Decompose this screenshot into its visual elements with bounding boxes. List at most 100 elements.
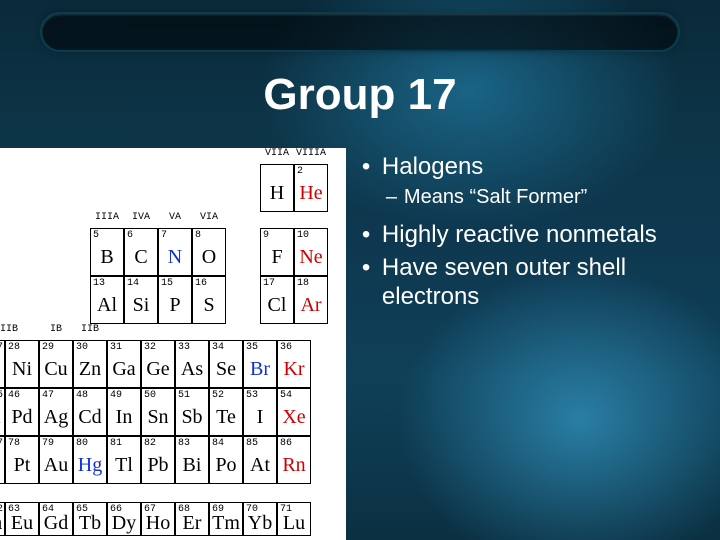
element-symbol: In xyxy=(108,406,140,429)
atomic-number: 33 xyxy=(178,342,190,353)
group-header xyxy=(226,148,260,164)
atomic-number: 54 xyxy=(280,390,292,401)
group-header: VA xyxy=(158,212,192,228)
element-cell: 48Cd xyxy=(73,388,107,436)
element-cell: 67Ho xyxy=(141,502,175,536)
atomic-number: 7 xyxy=(161,230,167,241)
element-cell: 66Dy xyxy=(107,502,141,536)
group-header xyxy=(56,212,90,228)
group-header xyxy=(0,212,22,228)
bullet-level1: Highly reactive nonmetals xyxy=(360,220,706,249)
element-symbol: Tm xyxy=(210,512,242,535)
element-symbol: Ni xyxy=(6,358,38,381)
atomic-number: 13 xyxy=(93,278,105,289)
element-symbol: Cd xyxy=(74,406,106,429)
atomic-number: 49 xyxy=(110,390,122,401)
element-symbol: Tb xyxy=(74,512,106,535)
atomic-number: 29 xyxy=(42,342,54,353)
element-symbol: Ge xyxy=(142,358,174,381)
group-header xyxy=(107,324,141,340)
element-symbol: Yb xyxy=(244,512,276,535)
element-symbol: S xyxy=(193,294,225,317)
group-header xyxy=(124,148,158,164)
element-symbol: B xyxy=(91,246,123,269)
group-header xyxy=(226,212,260,228)
element-cell: 33 As xyxy=(175,340,209,388)
element-symbol: Bi xyxy=(176,454,208,477)
element-cell: 31Ga xyxy=(107,340,141,388)
atomic-number: 35 xyxy=(246,342,258,353)
atomic-number: 2 xyxy=(297,166,303,177)
atomic-number: 79 xyxy=(42,438,54,449)
atomic-number: 84 xyxy=(212,438,224,449)
group-header: IB xyxy=(39,324,73,340)
element-symbol: Gd xyxy=(40,512,72,535)
atomic-number: 16 xyxy=(195,278,207,289)
element-symbol: Hg xyxy=(74,454,106,477)
atomic-number: 78 xyxy=(8,438,20,449)
atomic-number: 6 xyxy=(127,230,133,241)
bullet-level1: Have seven outer shell electrons xyxy=(360,253,706,312)
element-symbol: Dy xyxy=(108,512,140,535)
element-symbol: Ar xyxy=(295,294,327,317)
element-symbol: Er xyxy=(176,512,208,535)
atomic-number: 85 xyxy=(246,438,258,449)
bullet-level2: Means “Salt Former” xyxy=(360,185,706,209)
element-symbol: Sb xyxy=(176,406,208,429)
group-header xyxy=(22,148,56,164)
element-cell: 14Si xyxy=(124,276,158,324)
element-symbol: Te xyxy=(210,406,242,429)
element-cell: 9F xyxy=(260,228,294,276)
element-symbol: H xyxy=(261,182,293,205)
group-header xyxy=(294,212,328,228)
element-cell: 50Sn xyxy=(141,388,175,436)
element-symbol: Ag xyxy=(40,406,72,429)
element-cell: 13Al xyxy=(90,276,124,324)
group-header: IIIA xyxy=(90,212,124,228)
atomic-number: 28 xyxy=(8,342,20,353)
element-cell: 2He xyxy=(294,164,328,212)
element-symbol: Si xyxy=(125,294,157,317)
element-symbol: I xyxy=(244,406,276,429)
group-header xyxy=(175,324,209,340)
element-symbol: Ga xyxy=(108,358,140,381)
atomic-number: 81 xyxy=(110,438,122,449)
atomic-number: 52 xyxy=(212,390,224,401)
group-header xyxy=(277,324,311,340)
group-header xyxy=(192,148,226,164)
element-cell: 32 Ge xyxy=(141,340,175,388)
atomic-number: 32 xyxy=(144,342,156,353)
atomic-number: 30 xyxy=(76,342,88,353)
atomic-number: 83 xyxy=(178,438,190,449)
group-header: IIB xyxy=(73,324,107,340)
element-symbol: Au xyxy=(40,454,72,477)
element-symbol: Br xyxy=(244,358,276,381)
element-cell: 29 Cu xyxy=(39,340,73,388)
atomic-number: 80 xyxy=(76,438,88,449)
element-symbol: As xyxy=(176,358,208,381)
group-header xyxy=(5,324,39,340)
element-cell: 79 Au xyxy=(39,436,73,484)
bullet-list: Halogens Means “Salt Former” Highly reacti… xyxy=(346,148,720,540)
element-cell: 16 S xyxy=(192,276,226,324)
group-header xyxy=(158,148,192,164)
element-cell: 28 Ni xyxy=(5,340,39,388)
bullet-level1: Halogens xyxy=(360,152,706,181)
element-cell: 18Ar xyxy=(294,276,328,324)
element-symbol: Ne xyxy=(295,246,327,269)
atomic-number: 27 xyxy=(0,342,3,353)
atomic-number: 47 xyxy=(42,390,54,401)
element-cell: 35 Br xyxy=(243,340,277,388)
group-header xyxy=(260,212,294,228)
element-cell: 84Po xyxy=(209,436,243,484)
group-header xyxy=(243,324,277,340)
element-cell: 83 Bi xyxy=(175,436,209,484)
element-cell: 7N xyxy=(158,228,192,276)
element-cell: H xyxy=(260,164,294,212)
element-symbol: Pb xyxy=(142,454,174,477)
element-symbol: Cu xyxy=(40,358,72,381)
atomic-number: 50 xyxy=(144,390,156,401)
atomic-number: 36 xyxy=(280,342,292,353)
group-header xyxy=(90,148,124,164)
atomic-number: 53 xyxy=(246,390,258,401)
